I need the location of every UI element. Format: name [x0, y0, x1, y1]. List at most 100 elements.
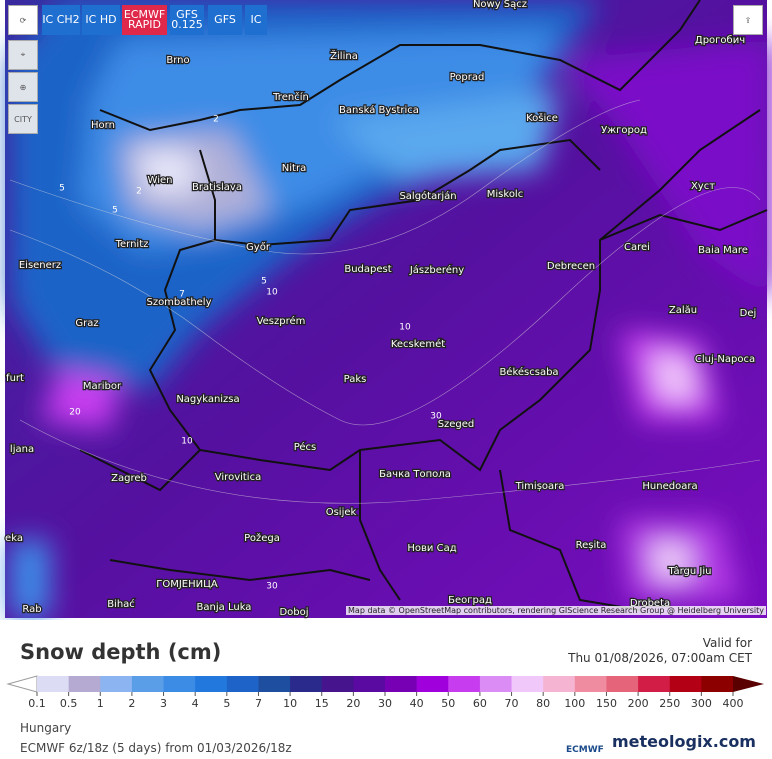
color-bin [385, 676, 418, 692]
city-label: Cluj-Napoca [695, 354, 755, 365]
city-label: Budapest [344, 264, 391, 275]
city-label: Szombathely [146, 297, 211, 308]
model-button[interactable]: IC HD [82, 5, 120, 35]
model-button[interactable]: IC [245, 5, 267, 35]
city-label: Banská Bystrica [339, 104, 419, 116]
color-bin [290, 676, 323, 692]
city-label: Paks [344, 374, 367, 385]
contour-label: 10 [266, 288, 278, 298]
tick-label: 7 [255, 697, 262, 710]
city-label: Дрогобич [695, 35, 745, 46]
brand: meteologix.com [612, 732, 756, 751]
over-arrow [733, 676, 764, 692]
refresh-button[interactable]: ⟳ [8, 5, 38, 35]
tick-label: 400 [723, 697, 744, 710]
tick-label: 80 [536, 697, 550, 710]
contour-label: 5 [261, 277, 267, 287]
city-label: Nagykanizsa [176, 394, 239, 405]
tick-label: 4 [192, 697, 199, 710]
city-label: Nitra [282, 163, 306, 174]
city-label: Žilina [330, 49, 358, 62]
city-label: Maribor [83, 381, 122, 392]
model-button[interactable]: GFS 0.125 [170, 5, 204, 35]
city-label: Zalău [669, 305, 697, 316]
city-label: Бачка Топола [379, 469, 451, 480]
color-bin [701, 676, 734, 692]
city-label: Wien [148, 175, 173, 186]
city-label: Trenčín [272, 91, 309, 103]
city-button[interactable]: CITY [8, 104, 38, 134]
tick-label: 10 [283, 697, 297, 710]
city-label: Győr [246, 241, 271, 253]
tick-label: 0.1 [28, 697, 46, 710]
model-button[interactable]: GFS [208, 5, 242, 35]
tick-label: 3 [160, 697, 167, 710]
color-bin [574, 676, 607, 692]
tick-label: 30 [378, 697, 392, 710]
color-bin [606, 676, 639, 692]
city-label: Pécs [294, 441, 317, 453]
contour-label: 7 [179, 290, 185, 300]
city-label: Veszprém [257, 315, 306, 327]
valid-label: Valid for [702, 636, 752, 650]
tick-label: 15 [315, 697, 329, 710]
tick-label: 250 [659, 697, 680, 710]
color-bin [511, 676, 544, 692]
city-label: Szeged [438, 419, 475, 430]
city-label: Rab [22, 604, 41, 615]
city-label: Нови Сад [407, 543, 456, 554]
color-bin [479, 676, 513, 692]
city-label: Graz [75, 318, 98, 329]
city-label: Eisenerz [19, 260, 61, 271]
model-button[interactable]: IC CH2 [42, 5, 80, 35]
color-bin [638, 676, 671, 692]
color-bin [163, 676, 196, 692]
legend-title: Snow depth (cm) [20, 640, 222, 664]
city-label: Doboj [279, 607, 308, 618]
city-label: Timișoara [515, 481, 565, 492]
city-label: Jászberény [409, 264, 464, 276]
location-button[interactable]: ⌖ [8, 40, 38, 70]
model-run: ECMWF 6z/18z (5 days) from 01/03/2026/18… [20, 741, 292, 755]
city-label: Virovitica [215, 472, 261, 483]
tick-label: 200 [628, 697, 649, 710]
tick-label: 1 [97, 697, 104, 710]
contour-label: 20 [69, 408, 81, 418]
color-bar: 0.1 0.5 1 2 3 4 5 7 10 15 20 30 40 50 60 70 80 100 150 200 2… [6, 675, 764, 710]
map: Nowy Sącz Brno Žilina Poprad Дрогобич Trenčín… [4, 0, 770, 619]
city-label: Carei [624, 242, 650, 253]
city-label: furt [6, 373, 24, 384]
city-label: Хуст [691, 181, 715, 192]
zoom-button[interactable]: ⊕ [8, 72, 38, 102]
color-bin [416, 676, 449, 692]
model-button[interactable]: ECMWF RAPID [122, 5, 167, 35]
contour-label: 5 [112, 206, 118, 216]
color-bin [669, 676, 702, 692]
ecmwf-logo: ECMWF [566, 745, 604, 755]
city-label: Београд [448, 595, 492, 606]
city-label: Miskolc [487, 189, 523, 200]
attribution: Map data © OpenStreetMap contributors, r… [346, 606, 766, 615]
contour-label: 30 [430, 412, 442, 422]
contour-label: 10 [181, 437, 193, 447]
city-label: eka [5, 533, 23, 544]
color-bin [258, 676, 291, 692]
tick-label: 0.5 [60, 697, 78, 710]
city-label: Osijek [326, 507, 357, 518]
color-bin [321, 676, 354, 692]
valid-time: Thu 01/08/2026, 07:00am CET [568, 651, 752, 665]
city-label: ljana [10, 444, 34, 455]
city-label: Nowy Sącz [473, 0, 527, 10]
contour-labels: 2 2 5 5 5 7 10 10 10 20 30 30 [59, 115, 442, 592]
contour-label: 10 [399, 323, 411, 333]
color-bin [195, 676, 228, 692]
tick-label: 300 [691, 697, 712, 710]
color-bin [131, 676, 165, 692]
share-button[interactable]: ⇪ [733, 5, 763, 35]
contour-label: 30 [266, 582, 278, 592]
city-label: Bihać [107, 598, 135, 610]
color-bin [353, 676, 386, 692]
city-label: Reșita [576, 540, 607, 551]
contour-label: 2 [136, 187, 142, 197]
